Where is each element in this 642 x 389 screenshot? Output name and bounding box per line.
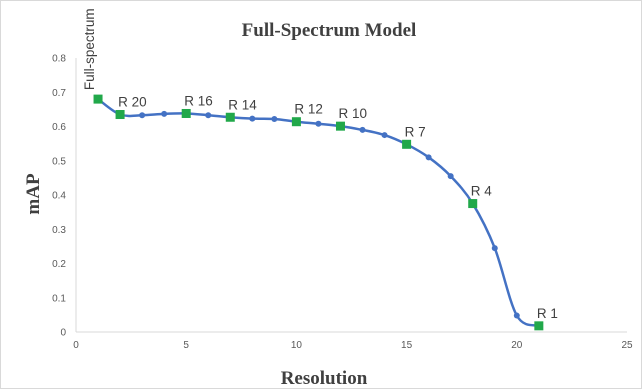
annotation-labels: Full-spectrum R 20 R 16 R 14 R 12 R 10 R 7 R 4 R… [82,8,558,321]
x-tick-label: 25 [621,340,633,351]
highlight-marker [402,139,412,149]
highlight-marker [534,321,544,331]
data-point [491,245,498,252]
highlight-marker [225,112,235,122]
y-tick-label: 0.6 [52,122,66,133]
x-tick-labels: 0 5 10 15 20 25 [73,340,633,351]
y-tick-label: 0.2 [52,259,66,270]
annotation-label: R 16 [184,93,213,108]
data-point [249,115,256,122]
data-point [139,112,146,119]
data-point [205,112,212,119]
data-point [425,154,432,161]
data-point [161,110,168,117]
highlight-marker [468,199,478,209]
data-point [315,120,322,127]
annotation-label: R 4 [471,184,493,199]
y-tick-label: 0.5 [52,156,66,167]
highlight-marker [93,94,103,104]
chart-title: Full-Spectrum Model [242,20,417,41]
annotation-label: Full-spectrum [82,8,97,90]
y-axis-title: mAP [23,173,44,215]
data-point [513,312,520,319]
y-tick-label: 0.4 [52,191,66,202]
data-points [95,96,542,329]
y-tick-labels: 0 0.1 0.2 0.3 0.4 0.5 0.6 0.7 0.8 [52,54,66,339]
y-tick-label: 0.1 [52,293,66,304]
highlight-marker [115,110,125,120]
x-tick-label: 20 [511,340,523,351]
series-line [97,98,540,328]
highlight-markers [93,94,544,331]
annotation-label: R 20 [118,95,147,110]
annotation-label: R 12 [294,102,323,117]
annotation-label: R 10 [338,106,367,121]
y-tick-label: 0.8 [52,54,66,65]
highlight-marker [335,121,345,131]
x-tick-label: 10 [291,340,303,351]
annotation-label: R 7 [405,124,426,139]
x-tick-label: 5 [183,340,189,351]
highlight-marker [181,108,191,118]
annotation-label: R 1 [537,306,558,321]
data-point [381,132,388,139]
x-axis-title: Resolution [281,368,368,388]
data-point [271,115,278,122]
annotation-label: R 14 [228,97,257,112]
x-tick-label: 15 [401,340,413,351]
y-tick-label: 0 [60,328,66,339]
data-point [359,126,366,133]
highlight-marker [291,117,301,127]
data-point [447,173,454,180]
y-tick-label: 0.7 [52,88,66,99]
x-tick-label: 0 [73,340,79,351]
y-tick-label: 0.3 [52,225,66,236]
